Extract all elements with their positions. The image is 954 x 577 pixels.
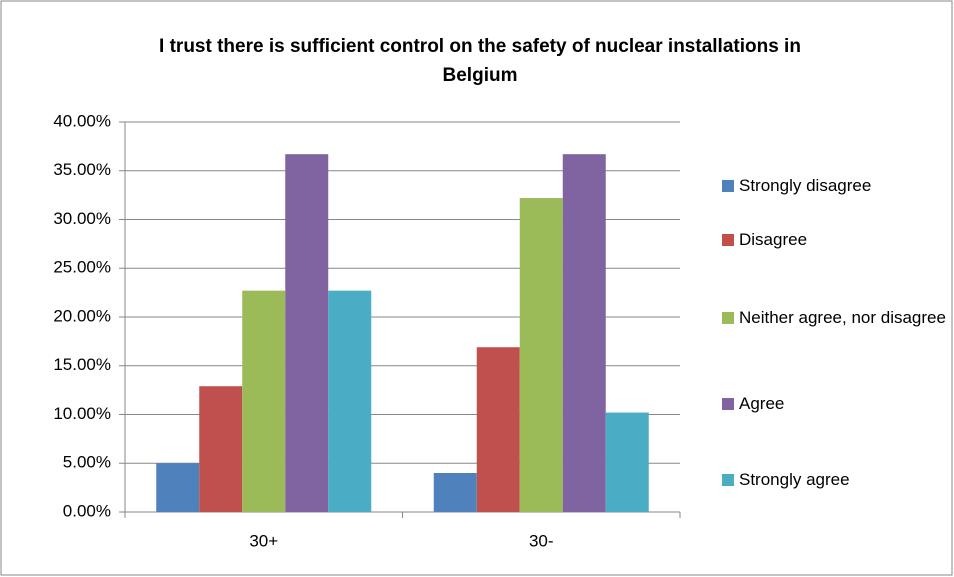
bar <box>562 154 606 513</box>
bar <box>285 154 329 513</box>
bar <box>476 347 520 512</box>
legend-swatch <box>722 180 734 192</box>
legend-swatch <box>722 312 734 324</box>
legend-item: Disagree <box>720 228 954 252</box>
chart-title: I trust there is sufficient control on t… <box>159 36 801 86</box>
y-tick-label: 20.00% <box>53 306 111 325</box>
legend-label: Agree <box>739 394 785 413</box>
legend-swatch <box>722 234 734 246</box>
y-tick-label: 30.00% <box>53 209 111 228</box>
legend-label: Neither agree, nor disagree <box>739 308 946 327</box>
bar <box>605 412 649 512</box>
bar <box>433 473 477 512</box>
y-tick-label: 40.00% <box>53 111 111 130</box>
legend-label: Strongly agree <box>739 470 850 489</box>
bar <box>199 386 243 512</box>
legend-label: Disagree <box>739 230 808 249</box>
x-tick-label: 30- <box>529 531 554 550</box>
bar <box>328 290 372 512</box>
y-tick-label: 35.00% <box>53 160 111 179</box>
legend-swatch <box>722 474 734 486</box>
legend-item: Strongly disagree <box>720 174 954 198</box>
y-tick-label: 5.00% <box>63 453 111 472</box>
bar <box>519 198 563 513</box>
legend-item: Agree <box>720 392 954 416</box>
legend-swatch <box>722 398 734 410</box>
legend-item: Neither agree, nor disagree <box>720 306 954 330</box>
x-tick-label: 30+ <box>249 531 278 550</box>
legend-item: Strongly agree <box>720 468 954 492</box>
bar <box>242 290 286 512</box>
bar <box>156 463 200 512</box>
legend-label: Strongly disagree <box>739 176 872 195</box>
y-tick-label: 10.00% <box>53 404 111 423</box>
y-tick-label: 0.00% <box>63 501 111 520</box>
y-tick-label: 15.00% <box>53 355 111 374</box>
y-tick-label: 25.00% <box>53 258 111 277</box>
